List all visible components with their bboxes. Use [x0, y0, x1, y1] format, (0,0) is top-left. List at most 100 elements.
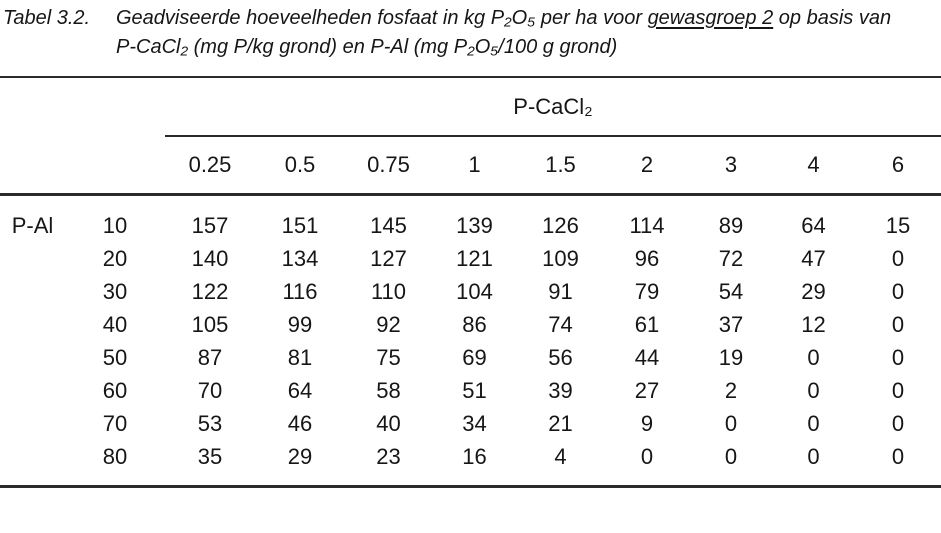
- empty-cell: [0, 275, 65, 308]
- table-cell: 51: [462, 377, 487, 403]
- table-cell: 29: [255, 440, 345, 488]
- table-cell: 34: [462, 410, 487, 436]
- table-cell: 134: [281, 245, 319, 271]
- table-row: 40 105 99 92 86 74 61 37 12 0: [0, 308, 941, 341]
- table-caption-text: Geadviseerde hoeveelheden fosfaat in kg …: [116, 4, 941, 62]
- column-header: 0.5: [255, 136, 345, 196]
- row-header: 30: [102, 278, 128, 304]
- table-cell: 87: [197, 344, 223, 370]
- empty-cell: [0, 374, 65, 407]
- table-cell: 70: [197, 377, 223, 403]
- table-cell: 23: [345, 440, 432, 488]
- table-cell: 0: [604, 440, 690, 488]
- table-cell: 72: [718, 245, 744, 271]
- table-cell: 27: [634, 377, 660, 403]
- table-cell: 105: [191, 311, 229, 337]
- table-cell: 0: [891, 278, 905, 304]
- table-cell: 0: [807, 344, 820, 370]
- table-cell: 9: [640, 410, 654, 436]
- table-cell: 96: [634, 245, 660, 271]
- row-header: 70: [102, 410, 128, 436]
- table-cell: 140: [191, 245, 229, 271]
- empty-cell: [0, 440, 65, 488]
- table-cell: 145: [370, 212, 407, 238]
- caption-line1-underlined: gewasgroep 2: [647, 7, 774, 29]
- row-header: 40: [102, 311, 128, 337]
- table-cell: 54: [718, 278, 744, 304]
- table-cell: 69: [462, 344, 487, 370]
- table-cell: 121: [456, 245, 493, 271]
- table-row: P-Al 10 157 151 145 139 126 114 89 64 15: [0, 195, 941, 243]
- column-header: 0.75: [345, 136, 432, 196]
- table-cell: 109: [542, 245, 579, 271]
- table-cell: 15: [885, 212, 911, 238]
- table-cell: 116: [282, 278, 318, 304]
- table-cell: 127: [370, 245, 407, 271]
- table-3-2: P-CaCl₂ 0.25 0.5 0.75 1 1.5 2 3 4 6 P-Al…: [0, 76, 941, 488]
- column-header: 3: [690, 136, 772, 196]
- row-header: 50: [102, 344, 128, 370]
- table-cell: 29: [801, 278, 826, 304]
- row-header: 20: [102, 245, 128, 271]
- table-row: 70 53 46 40 34 21 9 0 0 0: [0, 407, 941, 440]
- table-cell: 0: [807, 377, 820, 403]
- caption-line1-pre: Geadviseerde hoeveelheden fosfaat in kg …: [116, 7, 648, 29]
- table-row: 50 87 81 75 69 56 44 19 0 0: [0, 341, 941, 374]
- empty-cell: [0, 308, 65, 341]
- row-axis-label: P-Al: [11, 212, 54, 238]
- table-row: 20 140 134 127 121 109 96 72 47 0: [0, 242, 941, 275]
- table-cell: 19: [718, 344, 744, 370]
- table-cell: 0: [891, 245, 905, 271]
- table-cell: 64: [287, 377, 313, 403]
- table-cell: 46: [287, 410, 313, 436]
- table-cell: 86: [462, 311, 487, 337]
- table-cell: 151: [281, 212, 319, 238]
- column-header-row: 0.25 0.5 0.75 1 1.5 2 3 4 6: [0, 136, 941, 196]
- row-header: 10: [102, 212, 128, 238]
- caption-line2: P-CaCl₂ (mg P/kg grond) en P-Al (mg P₂O₅…: [116, 36, 618, 58]
- column-header: 1.5: [517, 136, 604, 196]
- table-cell: 104: [456, 278, 493, 304]
- group-header-p-cacl2: P-CaCl₂: [165, 76, 941, 137]
- table-cell: 61: [634, 311, 660, 337]
- table-cell: 110: [370, 278, 407, 304]
- table-cell: 16: [432, 440, 517, 488]
- empty-cell: [0, 136, 165, 196]
- table-cell: 37: [718, 311, 744, 337]
- table-cell: 126: [542, 212, 579, 238]
- table-cell: 91: [548, 278, 573, 304]
- empty-cell: [0, 76, 165, 136]
- table-cell: 64: [801, 212, 826, 238]
- table-cell: 47: [801, 245, 826, 271]
- empty-cell: [0, 242, 65, 275]
- table-cell: 74: [548, 311, 573, 337]
- table-cell: 0: [891, 344, 905, 370]
- table-row: 60 70 64 58 51 39 27 2 0 0: [0, 374, 941, 407]
- table-cell: 56: [548, 344, 573, 370]
- table-cell: 53: [197, 410, 223, 436]
- table-cell: 0: [772, 440, 855, 488]
- column-header: 4: [772, 136, 855, 196]
- table-row: 80 35 29 23 16 4 0 0 0 0: [0, 440, 941, 488]
- table-cell: 0: [855, 440, 941, 488]
- table-cell: 0: [891, 311, 905, 337]
- table-cell: 114: [629, 212, 665, 238]
- empty-cell: [0, 407, 65, 440]
- table-cell: 0: [891, 410, 905, 436]
- table-cell: 0: [807, 410, 820, 436]
- empty-cell: [0, 341, 65, 374]
- table-cell: 0: [891, 377, 905, 403]
- row-header: 60: [102, 377, 128, 403]
- column-header: 1: [432, 136, 517, 196]
- table-cell: 44: [634, 344, 660, 370]
- table-cell: 39: [548, 377, 573, 403]
- table-caption-label: Tabel 3.2.: [3, 7, 91, 29]
- group-header-row: P-CaCl₂: [0, 76, 941, 137]
- table-row: 30 122 116 110 104 91 79 54 29 0: [0, 275, 941, 308]
- table-cell: 0: [724, 410, 738, 436]
- column-header: 6: [855, 136, 941, 196]
- table-cell: 75: [376, 344, 401, 370]
- column-header: 0.25: [165, 136, 255, 196]
- table-cell: 58: [376, 377, 401, 403]
